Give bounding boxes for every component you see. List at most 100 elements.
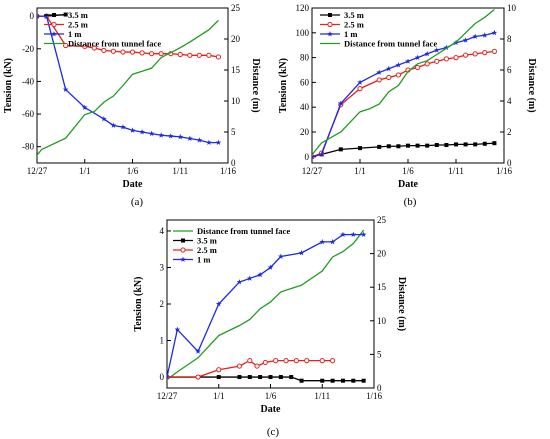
chart-1-point-1-m bbox=[139, 129, 145, 135]
chart-1-point-1-m bbox=[110, 122, 117, 128]
chart-2-point-3-5-m bbox=[386, 144, 391, 149]
chart-3-point-1-m bbox=[246, 275, 253, 281]
chart-3-legend-entry: Distance from tunnel face bbox=[197, 226, 290, 236]
chart-2-line-distance-from-tunnel-face bbox=[312, 9, 495, 156]
chart-2-ytick-label: 120 bbox=[296, 3, 310, 13]
chart-2-point-1-m bbox=[443, 44, 450, 51]
chart-1-xtick-label: 12/27 bbox=[27, 166, 48, 176]
chart-2-point-3-5-m bbox=[406, 143, 410, 148]
chart-3-line-distance-from-tunnel-face bbox=[167, 229, 365, 381]
chart-2-legend-entry: 3.5 m bbox=[344, 10, 364, 20]
chart-2-point-1-m bbox=[337, 100, 344, 106]
chart-2-xtick-label: 12/27 bbox=[302, 166, 323, 176]
chart-2-y2tick-label: 4 bbox=[507, 96, 512, 106]
chart-3-ytick-label: 3 bbox=[160, 262, 165, 272]
chart-1-y2label: Distance (m) bbox=[250, 58, 261, 112]
chart-1-point-1-m bbox=[101, 115, 107, 122]
chart-2-point-3-5-m bbox=[473, 142, 478, 147]
chart-2-y2tick-label: 0 bbox=[507, 158, 512, 168]
chart-1-legend-marker bbox=[51, 21, 57, 28]
chart-1-point-2-5-m bbox=[187, 52, 193, 58]
chart-1-series-distance-from-tunnel-face bbox=[37, 19, 219, 157]
chart-3-legend-entry: 3.5 m bbox=[197, 236, 217, 246]
chart-1-line-distance-from-tunnel-face bbox=[37, 19, 219, 157]
chart-1-legend-marker bbox=[51, 31, 57, 37]
chart-2-point-2-5-m bbox=[376, 77, 382, 83]
chart-1-point-1-m bbox=[81, 104, 88, 110]
chart-2-point-2-5-m bbox=[482, 50, 488, 56]
chart-3-xtick-label: 1/16 bbox=[366, 391, 383, 401]
chart-1-xtick-label: 1/16 bbox=[220, 166, 237, 176]
chart-1-point-2-5-m bbox=[206, 52, 212, 58]
panel-label-a: (a) bbox=[131, 196, 144, 208]
chart-2-legend-marker bbox=[328, 13, 332, 17]
chart-2-y2tick-label: 2 bbox=[507, 127, 512, 137]
chart-2-point-1-m bbox=[433, 47, 440, 53]
chart-1-point-1-m bbox=[186, 135, 193, 141]
chart-2-ytick-label: 80 bbox=[300, 53, 310, 63]
chart-2-point-2-5-m bbox=[472, 51, 478, 57]
chart-1-point-1-m bbox=[43, 13, 50, 19]
chart-3-y2label: Distance (m) bbox=[396, 277, 407, 331]
chart-3-y2tick-label: 15 bbox=[377, 282, 387, 292]
chart-3-series-distance-from-tunnel-face bbox=[167, 229, 365, 381]
chart-3-point-1-m bbox=[298, 249, 305, 256]
chart-2-point-1-m bbox=[318, 151, 325, 157]
chart-2-point-3-5-m bbox=[415, 143, 420, 148]
chart-2-xtick-label: 1/16 bbox=[496, 166, 513, 176]
chart-3-point-2-5-m bbox=[247, 358, 253, 364]
chart-1-point-2-5-m bbox=[158, 51, 164, 57]
chart-3-point-1-m bbox=[267, 264, 274, 270]
chart-3-point-3-5-m bbox=[278, 375, 283, 380]
chart-3: 0 1 2 3 4 0 5 10 15 20 25 12/27 1/1 1/6 1/11 1/16 Date Te… bbox=[133, 215, 407, 415]
chart-3-point-2-5-m bbox=[319, 358, 325, 364]
chart-1-point-1-m bbox=[120, 124, 126, 130]
chart-2-point-2-5-m bbox=[434, 58, 440, 64]
chart-3-legend-marker bbox=[180, 247, 186, 253]
chart-3-point-3-5-m bbox=[247, 375, 252, 380]
chart-2-point-2-5-m bbox=[386, 74, 392, 81]
chart-3-point-2-5-m bbox=[283, 358, 289, 364]
chart-3-point-2-5-m bbox=[216, 367, 222, 373]
chart-1-xtick-label: 1/6 bbox=[127, 166, 139, 176]
chart-1-point-1-m bbox=[206, 139, 212, 146]
chart-1-legend-entry: 2.5 m bbox=[68, 20, 88, 30]
chart-1-y2tick-label: 20 bbox=[231, 34, 241, 44]
chart-1-point-2-5-m bbox=[177, 51, 183, 58]
chart-3-ylabel: Tension (kN) bbox=[133, 277, 144, 332]
chart-2-point-2-5-m bbox=[424, 61, 430, 67]
chart-2-xlabel: Date bbox=[398, 179, 419, 190]
chart-3-y2tick-label: 5 bbox=[377, 349, 382, 359]
chart-3-point-3-5-m bbox=[361, 378, 366, 383]
chart-2-point-1-m bbox=[376, 69, 383, 75]
chart-2-y2tick-label: 10 bbox=[507, 3, 517, 13]
chart-2-point-2-5-m bbox=[357, 86, 363, 92]
chart-2-point-3-5-m bbox=[338, 147, 343, 152]
chart-3-point-1-m bbox=[236, 279, 243, 285]
chart-3-point-1-m bbox=[340, 231, 346, 238]
chart-1-line-2-5-m bbox=[37, 15, 219, 58]
chart-1-y2tick-label: 10 bbox=[231, 96, 241, 106]
chart-1-ylabel: Tension (kN) bbox=[3, 58, 14, 113]
chart-3-point-3-5-m bbox=[299, 378, 304, 383]
chart-1-ytick-label: -20 bbox=[22, 44, 34, 54]
chart-3-legend-marker bbox=[180, 256, 186, 262]
chart-2-point-3-5-m bbox=[454, 142, 458, 147]
chart-1-series-2-5-m bbox=[37, 13, 222, 60]
chart-1-point-1-m bbox=[177, 133, 184, 140]
chart-1-y2tick-label: 5 bbox=[231, 127, 236, 137]
chart-1-y2tick-label: 0 bbox=[231, 158, 236, 168]
chart-2-point-1-m bbox=[414, 54, 421, 61]
chart-1-ytick-label: 0 bbox=[30, 11, 35, 21]
panel-label-c: (c) bbox=[267, 426, 280, 438]
chart-3-point-2-5-m bbox=[236, 363, 243, 369]
chart-2-xtick-label: 1/6 bbox=[402, 166, 414, 176]
chart-3-point-3-5-m bbox=[330, 378, 335, 383]
chart-3-point-2-5-m bbox=[262, 359, 268, 366]
chart-3-point-1-m bbox=[319, 238, 326, 245]
chart-2-point-3-5-m bbox=[425, 143, 430, 148]
chart-2-point-3-5-m bbox=[358, 146, 362, 151]
chart-3-xtick-label: 1/6 bbox=[265, 391, 277, 401]
